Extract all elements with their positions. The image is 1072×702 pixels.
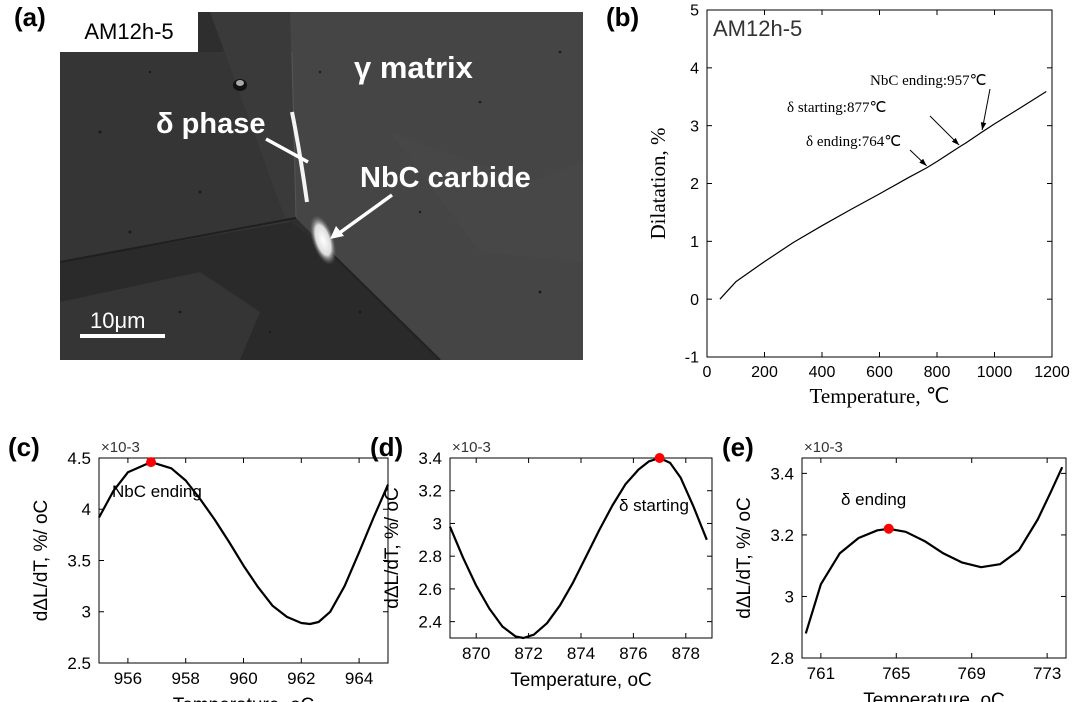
y-axis-label: dΔL/dT, %/ oC	[734, 497, 755, 618]
x-axis-label: Temperature, oC	[863, 690, 1005, 702]
axis-multiplier: ×10-3	[804, 439, 843, 456]
y-tick-label: 3.2	[770, 526, 794, 545]
x-tick-label: 765	[882, 664, 910, 683]
annotation-label: δ ending	[841, 490, 906, 509]
y-tick-label: 3	[785, 587, 794, 606]
plot-frame	[802, 458, 1066, 658]
y-tick-label: 2.8	[770, 649, 794, 668]
y-tick-label: 3.4	[770, 464, 794, 483]
x-tick-label: 761	[807, 664, 835, 683]
x-tick-label: 769	[958, 664, 986, 683]
peak-marker	[884, 524, 894, 534]
x-tick-label: 773	[1033, 664, 1061, 683]
